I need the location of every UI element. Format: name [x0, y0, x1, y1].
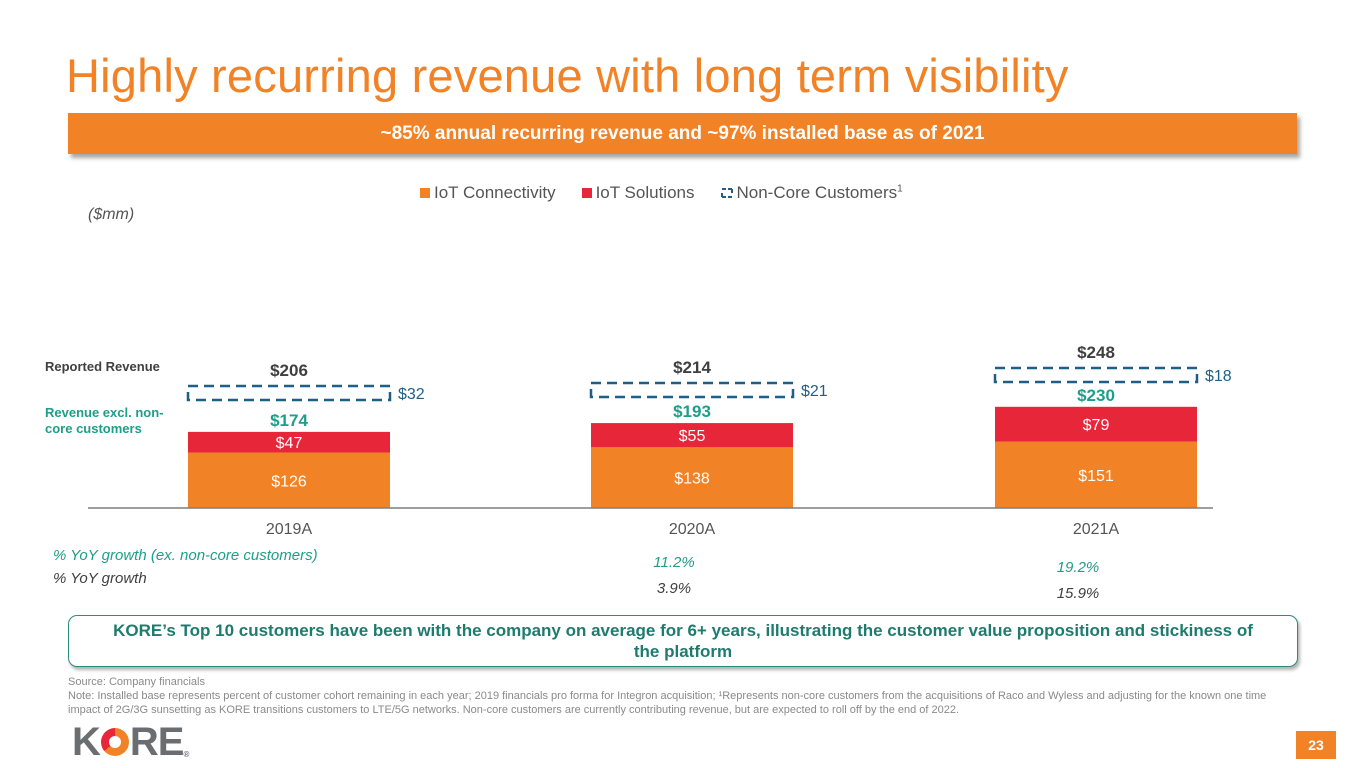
units-label: ($mm): [88, 206, 135, 223]
footnote-text: Note: Installed base represents percent …: [68, 690, 1267, 716]
bar-non-core-customers: [186, 384, 392, 402]
revenue-excl-noncore-label: Revenue excl. non- core customers: [45, 405, 163, 437]
total-reported-label: $248: [1077, 343, 1115, 362]
kore-logo: K R E ®: [72, 720, 189, 764]
bar-iot-solutions: [591, 423, 793, 448]
bar-value-label: $55: [679, 428, 706, 445]
headline-banner: ~85% annual recurring revenue and ~97% i…: [68, 113, 1297, 154]
footnote-marker: 1: [897, 183, 903, 195]
bar-iot-connectivity: [188, 452, 390, 508]
total-reported-label: $214: [673, 358, 711, 377]
non-core-value-label: $18: [1205, 368, 1232, 385]
source-note: Source: Company financials: [68, 676, 205, 688]
revenue-excl-noncore-label-line2: core customers: [45, 421, 142, 436]
legend-label: IoT Solutions: [595, 183, 695, 202]
total-excl-noncore-label: $174: [270, 411, 308, 430]
bar-value-label: $151: [1078, 468, 1114, 485]
page-number: 23: [1296, 731, 1336, 759]
x-tick-label: 2021A: [1073, 521, 1120, 538]
total-excl-noncore-label: $230: [1077, 386, 1115, 405]
bar-non-core-customers: [993, 366, 1199, 384]
headline-banner-text: ~85% annual recurring revenue and ~97% i…: [380, 122, 985, 144]
legend-swatch-orange: [420, 188, 430, 198]
legend-swatch-red: [581, 188, 592, 198]
legend-label: IoT Connectivity: [434, 183, 556, 202]
bar-iot-solutions: [995, 406, 1197, 442]
growth-value: 3.9%: [657, 580, 691, 597]
customer-callout-box: KORE’s Top 10 customers have been with t…: [68, 615, 1298, 667]
bar-value-label: $126: [271, 473, 307, 490]
legend-item-iot-connectivity: IoT Connectivity: [420, 183, 556, 203]
total-excl-noncore-label: $193: [673, 402, 711, 421]
chart-legend: IoT Connectivity IoT Solutions Non-Core …: [420, 183, 903, 203]
bar-non-core-customers: [589, 381, 795, 399]
page-title: Highly recurring revenue with long term …: [66, 49, 1069, 102]
non-core-value-label: $21: [801, 383, 828, 400]
logo-letter-r: R: [129, 719, 159, 764]
growth-row-label: % YoY growth (ex. non-core customers): [53, 547, 318, 564]
x-tick-label: 2020A: [669, 521, 716, 538]
total-reported-label: $206: [270, 361, 308, 380]
legend-item-non-core: Non-Core Customers1: [720, 183, 903, 203]
bar-value-label: $138: [674, 471, 710, 488]
growth-value: 15.9%: [1057, 585, 1100, 602]
legend-label-text: Non-Core Customers: [736, 183, 898, 202]
bar-iot-solutions: [188, 431, 390, 453]
bar-value-label: $47: [276, 435, 303, 452]
legend-label: Non-Core Customers1: [737, 183, 903, 203]
footnotes: Source: Company financials Note: Install…: [68, 675, 1268, 717]
x-tick-label: 2019A: [266, 521, 313, 538]
legend-swatch-dashed-icon: [720, 188, 733, 198]
logo-letter-e: E: [157, 719, 185, 764]
revenue-chart: $126 $47 $174 $32 $206 2019A $138 $55 $193 $21 $21…: [53, 343, 1232, 602]
growth-row-label: % YoY growth: [53, 570, 147, 587]
logo-ring-icon: [100, 728, 129, 756]
non-core-value-label: $32: [398, 386, 425, 403]
bar-value-label: $79: [1083, 417, 1110, 434]
growth-value: 19.2%: [1057, 559, 1100, 576]
customer-callout-text: KORE’s Top 10 customers have been with t…: [113, 621, 1253, 661]
bar-iot-connectivity: [591, 447, 793, 508]
growth-value: 11.2%: [653, 554, 694, 571]
legend-item-iot-solutions: IoT Solutions: [581, 183, 695, 203]
revenue-excl-noncore-label-line1: Revenue excl. non-: [45, 405, 164, 420]
bar-iot-connectivity: [995, 441, 1197, 508]
logo-letter-k: K: [72, 719, 101, 764]
reported-revenue-label: Reported Revenue: [45, 359, 160, 374]
registered-mark: ®: [183, 749, 189, 759]
